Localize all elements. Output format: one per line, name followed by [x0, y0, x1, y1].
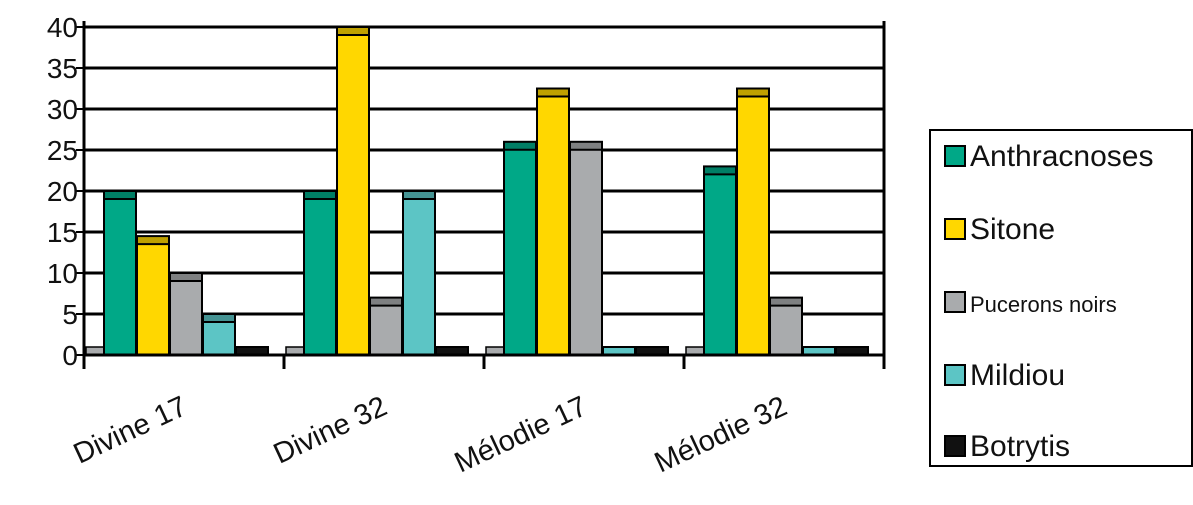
bar-sitone	[536, 87, 570, 356]
bar-cap	[170, 273, 202, 281]
y-tick-label: 0	[62, 340, 78, 371]
bar-cap	[537, 88, 569, 97]
category-label: Divine 32	[269, 390, 392, 470]
y-tick-label: 15	[47, 217, 78, 248]
bar-cap	[770, 297, 802, 306]
y-tick-label: 10	[47, 258, 78, 289]
y-tick-label: 30	[47, 94, 78, 125]
legend-label: Pucerons noirs	[970, 292, 1117, 317]
legend-swatch	[944, 145, 966, 167]
legend-swatch	[944, 435, 966, 457]
y-tick-label: 40	[47, 12, 78, 43]
bar-sitone	[136, 235, 170, 357]
legend-label: Mildiou	[970, 359, 1065, 392]
bar-pucerons-noirs	[769, 296, 803, 357]
bar-cap	[337, 27, 369, 35]
bar-pucerons-noirs	[169, 272, 203, 356]
bar-anthracnoses	[103, 190, 137, 356]
bars	[85, 26, 869, 357]
bar-sitone	[736, 87, 770, 356]
category-labels: Divine 17 Divine 32 Mélodie 17 Mélodie 32	[69, 390, 792, 479]
bar-pucerons-noirs	[569, 140, 603, 356]
legend-swatch	[944, 291, 966, 313]
bar-anthracnoses	[303, 190, 337, 356]
gridlines	[84, 25, 884, 316]
bar-mildiou	[402, 190, 436, 356]
bar-cap	[737, 88, 769, 97]
legend: Anthracnoses Sitone Pucerons noirs Mildiou B…	[929, 129, 1193, 467]
bar-cap	[304, 191, 336, 199]
axes	[76, 21, 886, 369]
y-tick-label: 5	[62, 299, 78, 330]
category-label: Mélodie 32	[650, 390, 792, 479]
legend-label: Sitone	[970, 213, 1055, 246]
y-tick-labels: 0 5 10 15 20 25 30 35 40	[47, 12, 78, 371]
bar-cap	[137, 236, 169, 245]
legend-swatch	[944, 364, 966, 386]
bar-anthracnoses	[703, 165, 737, 356]
y-tick-label: 25	[47, 135, 78, 166]
bar-sitone	[336, 26, 370, 356]
bar-cap	[403, 191, 435, 199]
legend-label: Anthracnoses	[970, 140, 1153, 173]
bar-cap	[704, 166, 736, 175]
bar-cap	[104, 191, 136, 199]
y-tick-label: 20	[47, 176, 78, 207]
bar-cap	[504, 141, 536, 150]
y-tick-label: 35	[47, 53, 78, 84]
legend-swatch	[944, 218, 966, 240]
category-label: Mélodie 17	[450, 390, 592, 479]
legend-box	[929, 129, 1193, 467]
bar-anthracnoses	[503, 140, 537, 356]
bar-cap	[570, 141, 602, 150]
bar-mildiou	[202, 313, 236, 356]
bar-cap	[203, 314, 235, 322]
bar-cap	[370, 297, 402, 306]
category-label: Divine 17	[69, 390, 192, 470]
legend-label: Botrytis	[970, 430, 1070, 463]
